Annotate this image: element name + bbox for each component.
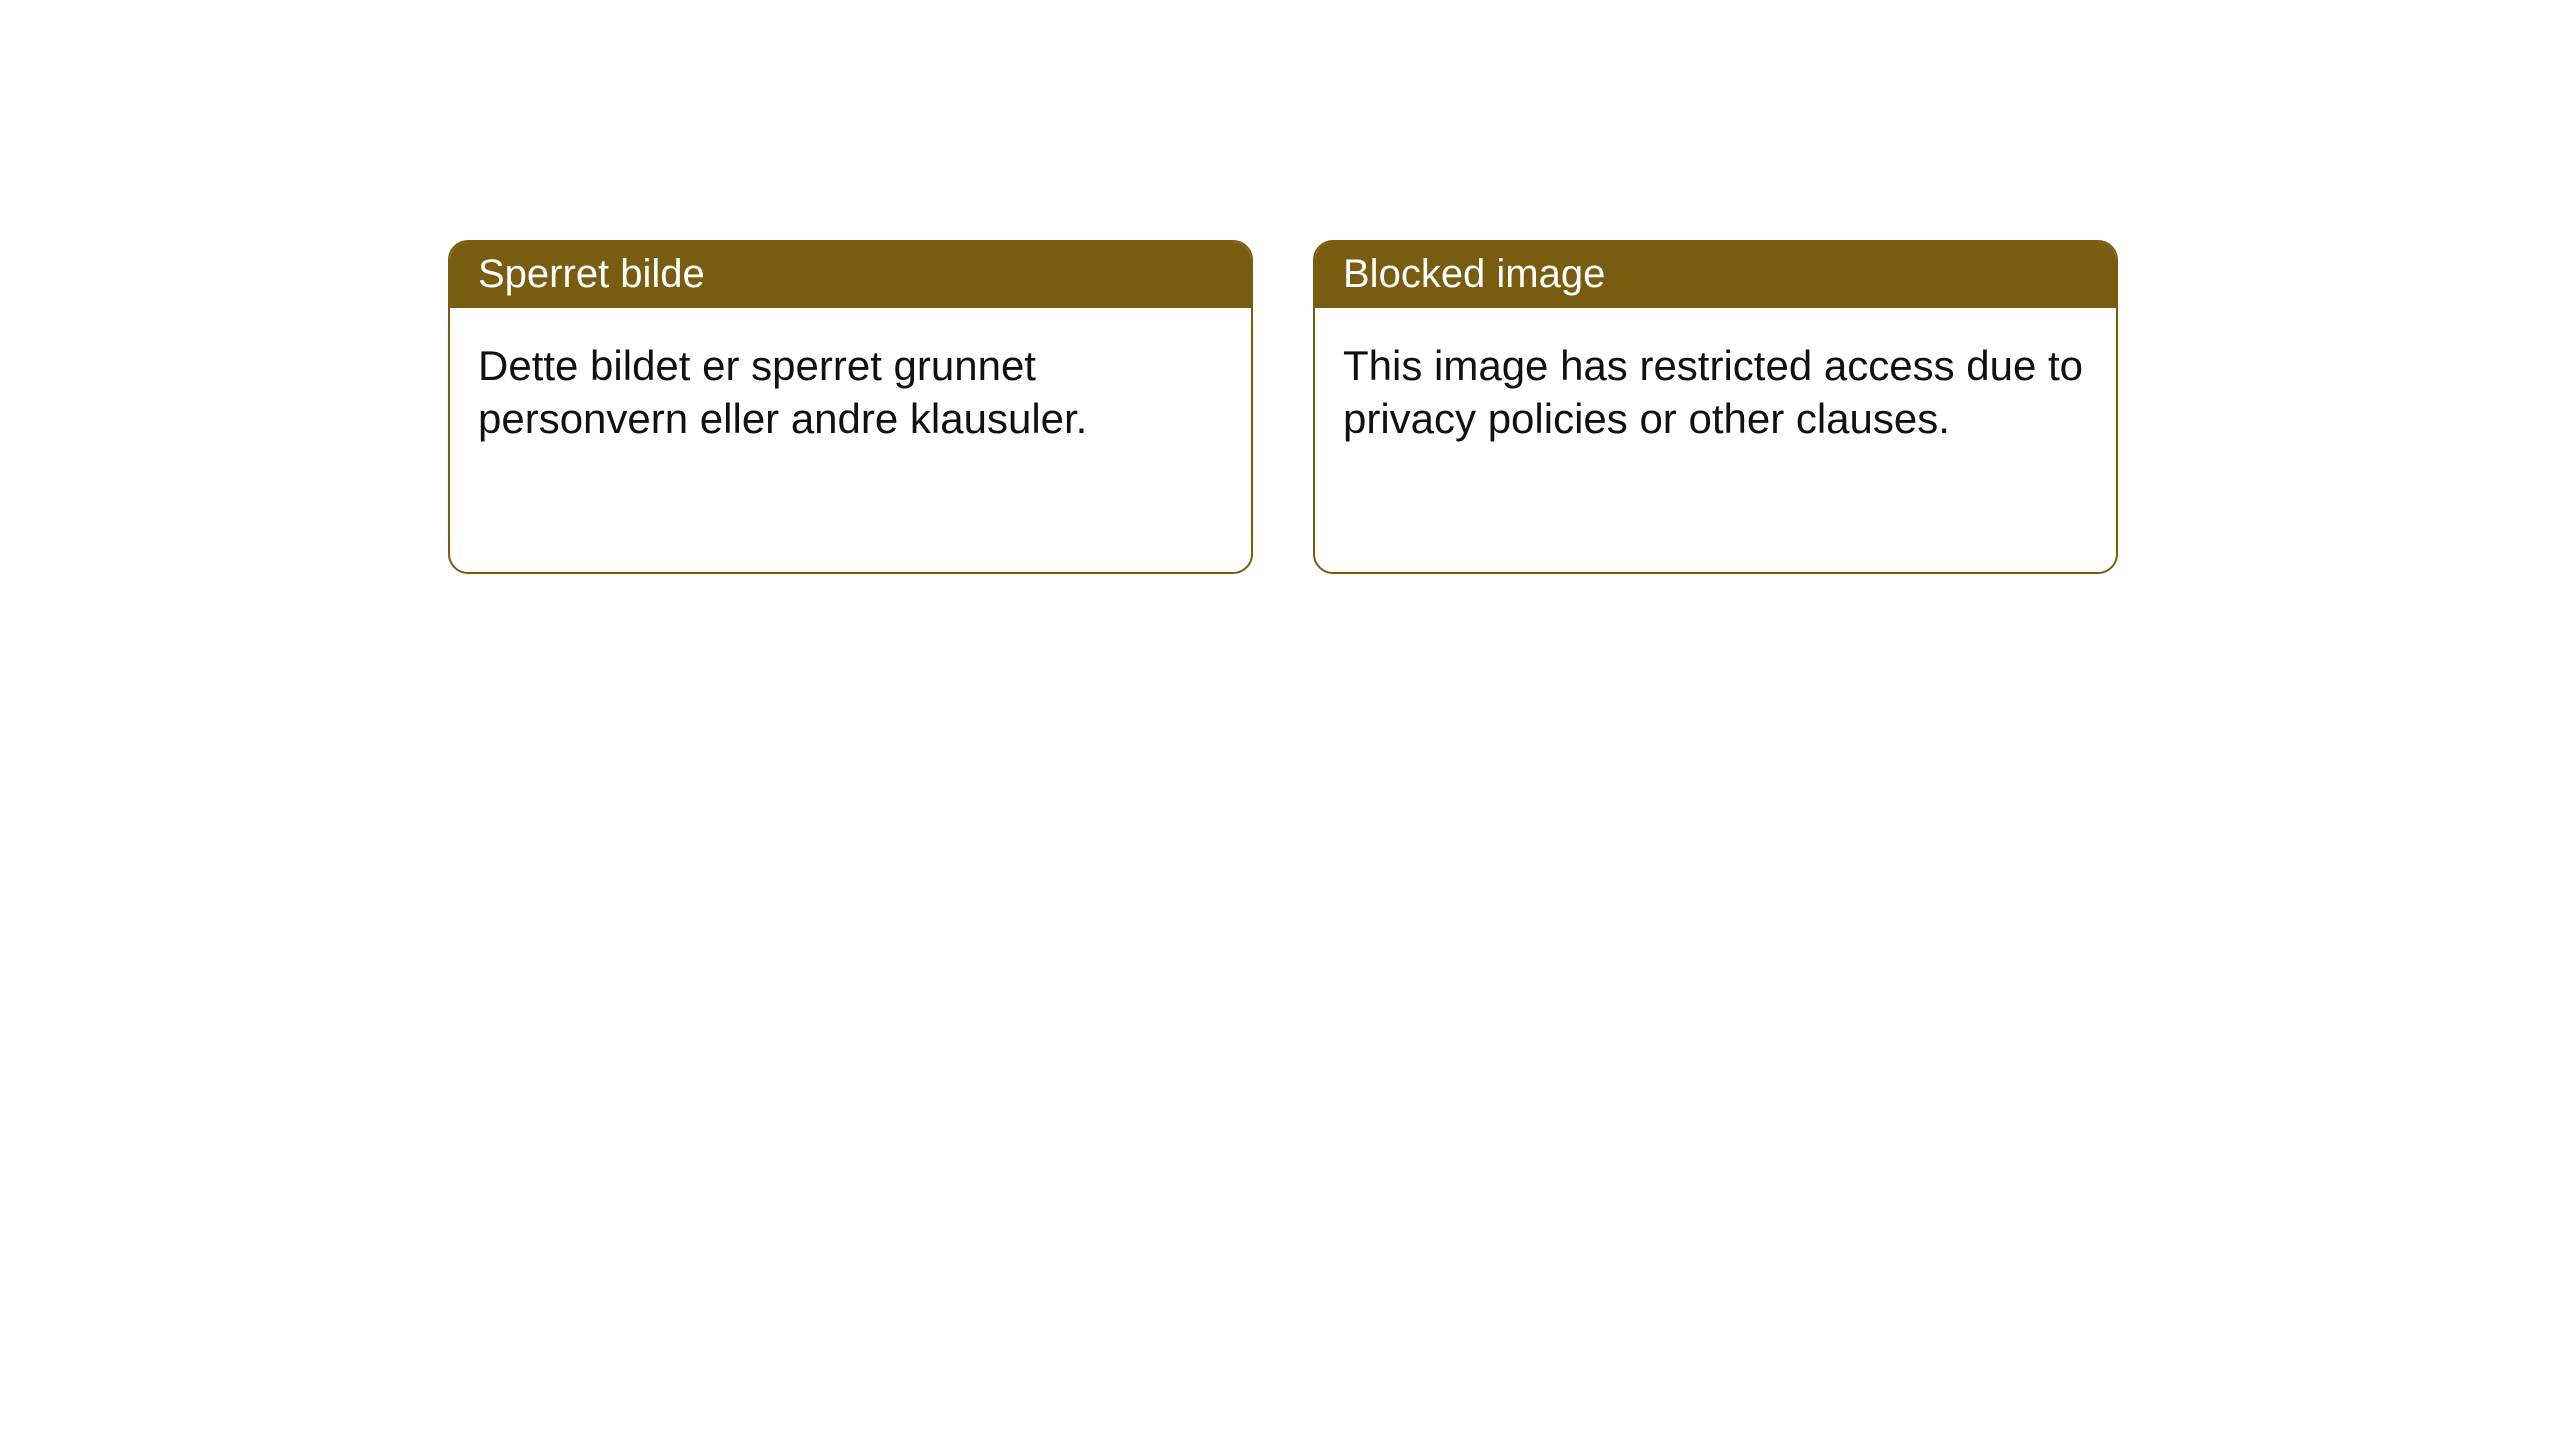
blocked-image-card-no: Sperret bilde Dette bildet er sperret gr… (448, 240, 1253, 574)
blocked-image-card-en: Blocked image This image has restricted … (1313, 240, 2118, 574)
card-header-no: Sperret bilde (450, 242, 1251, 308)
card-header-en: Blocked image (1315, 242, 2116, 308)
blocked-image-notice-pair: Sperret bilde Dette bildet er sperret gr… (448, 240, 2118, 574)
card-body-en: This image has restricted access due to … (1315, 308, 2116, 473)
card-body-no: Dette bildet er sperret grunnet personve… (450, 308, 1251, 473)
